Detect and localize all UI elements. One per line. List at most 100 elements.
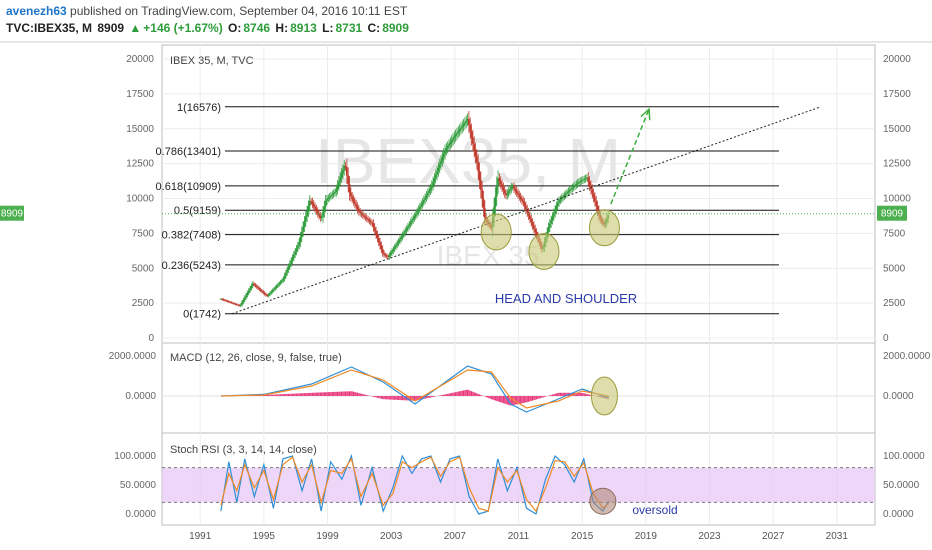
y-tick-label-right: 17500 xyxy=(883,89,911,100)
highlight-circle[interactable] xyxy=(528,233,560,271)
candle-body xyxy=(433,178,436,182)
candle-body xyxy=(429,188,432,191)
candle-body xyxy=(279,281,282,284)
candle-body xyxy=(586,177,588,179)
trendline[interactable] xyxy=(231,106,822,315)
candle-body xyxy=(273,288,275,291)
candle-body xyxy=(434,174,437,179)
macd-tick-left: 0.0000 xyxy=(125,391,156,402)
macd-highlight-circle[interactable] xyxy=(590,376,618,416)
open-label: O: xyxy=(228,21,242,35)
candle-body xyxy=(514,188,517,191)
candle-body xyxy=(430,185,433,189)
candle-body xyxy=(525,205,527,210)
x-tick-label: 2015 xyxy=(571,531,594,542)
candle-body xyxy=(290,260,293,264)
candle-body xyxy=(287,266,290,270)
stoch-highlight-circle[interactable] xyxy=(589,487,617,515)
candle-body xyxy=(418,206,421,210)
candle-body xyxy=(413,216,416,219)
candle-body xyxy=(334,191,336,194)
projection-arrow[interactable] xyxy=(610,108,650,205)
candle-body xyxy=(227,301,230,303)
candle-body xyxy=(243,297,246,300)
candle-body xyxy=(235,304,238,306)
candle-body xyxy=(501,184,503,188)
candle-body xyxy=(563,195,566,197)
candle-body xyxy=(506,193,509,196)
price-tag-left xyxy=(0,205,24,221)
candle-body xyxy=(550,220,553,224)
candle-body xyxy=(425,195,428,198)
author-link[interactable]: avenezh63 xyxy=(6,4,67,18)
fib-level-label: 0.5(9159) xyxy=(174,205,221,217)
candle-body xyxy=(477,162,480,172)
highlight-circle[interactable] xyxy=(588,209,620,247)
candle-body xyxy=(310,200,312,202)
candle-body xyxy=(452,138,454,141)
publish-text: published on TradingView.com, September … xyxy=(70,4,408,18)
y-tick-label-right: 20000 xyxy=(883,54,911,65)
x-tick-label: 2031 xyxy=(826,531,849,542)
candle-body xyxy=(385,255,388,257)
candle-body xyxy=(421,202,424,205)
stoch-tick-left: 0.0000 xyxy=(125,509,156,520)
candle-body xyxy=(412,218,415,221)
candle-body xyxy=(414,213,417,217)
y-tick-label-right: 10000 xyxy=(883,194,911,205)
candle-body xyxy=(242,299,245,303)
candle-body xyxy=(219,298,222,300)
candle-body xyxy=(388,255,391,258)
candle-body xyxy=(575,184,578,186)
last-price: 8909 xyxy=(97,21,125,35)
candle-body xyxy=(223,299,226,301)
candle-body xyxy=(338,181,340,186)
candle-body xyxy=(471,137,474,144)
macd-pane-title: MACD (12, 26, close, 9, false, true) xyxy=(170,352,342,364)
y-tick-label-right: 7500 xyxy=(883,228,906,239)
candle-body xyxy=(377,238,380,242)
candle-body xyxy=(296,245,299,249)
candle-body xyxy=(357,208,360,212)
candle-body xyxy=(226,300,229,302)
candle-body xyxy=(251,283,254,286)
candle-body xyxy=(230,302,233,304)
candle-body xyxy=(284,272,287,276)
x-tick-label: 2023 xyxy=(698,531,721,542)
y-tick-label-right: 2500 xyxy=(883,298,906,309)
candle-body xyxy=(360,213,363,215)
candle-body xyxy=(319,215,322,219)
y-tick-label-left: 12500 xyxy=(126,159,154,170)
candle-body xyxy=(275,286,278,288)
low-label: L: xyxy=(322,21,334,35)
candle-body xyxy=(558,200,560,203)
macd-series-line xyxy=(220,365,609,413)
price-tag-left-text: 8909 xyxy=(1,209,24,220)
candle-body xyxy=(424,197,427,200)
candle-body xyxy=(509,189,511,192)
candle-body xyxy=(339,177,342,182)
candle-body xyxy=(320,217,323,219)
candle-body xyxy=(318,213,320,216)
candle-body xyxy=(432,181,434,186)
candle-body xyxy=(556,202,559,207)
candle-body xyxy=(389,253,392,256)
candle-body xyxy=(369,221,372,223)
candle-body xyxy=(359,211,362,214)
candle-body xyxy=(322,211,324,218)
candle-body xyxy=(343,165,346,170)
y-tick-label-left: 20000 xyxy=(126,54,154,65)
fib-level-label: 0.618(10909) xyxy=(156,181,221,193)
candle-body xyxy=(254,284,257,286)
y-tick-label-left: 5000 xyxy=(132,263,155,274)
candle-body xyxy=(237,304,240,306)
y-tick-label-left: 2500 xyxy=(132,298,155,309)
high-value: 8913 xyxy=(290,21,317,35)
candle-body xyxy=(294,251,297,255)
candle-body xyxy=(507,191,510,194)
highlight-circle[interactable] xyxy=(480,213,512,251)
candle-body xyxy=(591,189,594,194)
candle-body xyxy=(266,295,269,297)
close-label: C: xyxy=(367,21,381,35)
